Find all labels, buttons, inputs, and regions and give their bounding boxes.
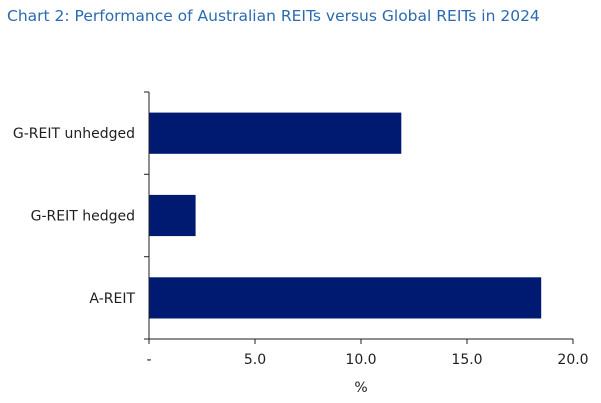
- chart-title: Chart 2: Performance of Australian REITs…: [7, 7, 540, 25]
- bar-g-reit-unhedged: [149, 112, 402, 154]
- category-labels: G-REIT unhedged G-REIT hedged A-REIT: [13, 126, 136, 307]
- x-axis-title: %: [354, 380, 367, 396]
- x-tick-label: 20.0: [557, 352, 588, 368]
- tick-labels: - 5.0 10.0 15.0 20.0: [146, 352, 588, 368]
- axes-group: [144, 91, 574, 344]
- bars-group: [149, 112, 542, 319]
- category-label: G-REIT hedged: [31, 209, 135, 225]
- x-tick-label: -: [146, 352, 151, 368]
- category-label: A-REIT: [89, 291, 135, 307]
- bar-g-reit-hedged: [149, 194, 196, 237]
- x-tick-label: 10.0: [345, 352, 376, 368]
- category-label: G-REIT unhedged: [13, 126, 135, 142]
- x-tick-label: 15.0: [451, 352, 482, 368]
- x-tick-label: 5.0: [244, 352, 266, 368]
- bar-a-reit: [149, 277, 542, 319]
